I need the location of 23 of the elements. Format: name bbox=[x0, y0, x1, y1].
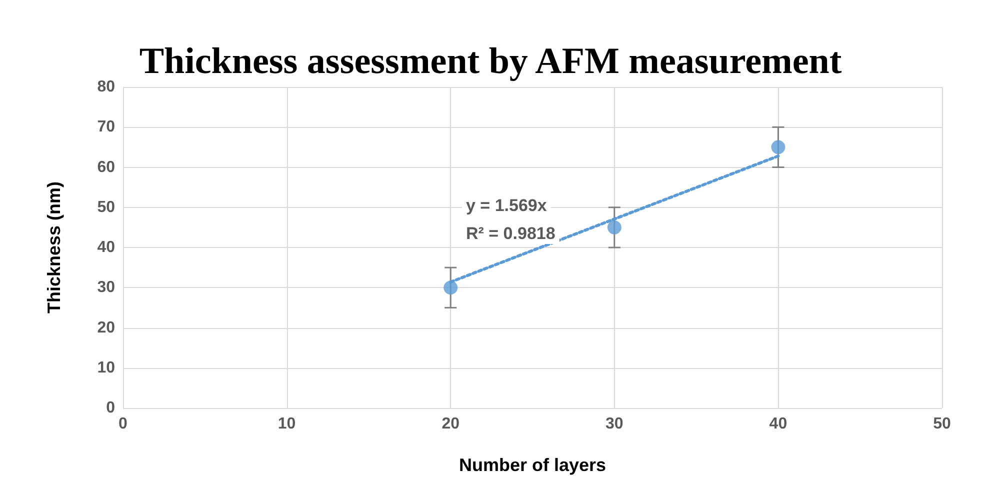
x-tick-label: 20 bbox=[442, 416, 460, 432]
y-tick-label: 70 bbox=[97, 118, 116, 136]
x-tick-label: 10 bbox=[278, 416, 296, 432]
y-tick-label: 20 bbox=[97, 319, 116, 336]
x-tick-label: 30 bbox=[606, 416, 624, 432]
x-axis-title: Number of layers bbox=[458, 455, 606, 475]
y-tick-label: 80 bbox=[97, 78, 116, 96]
point bbox=[607, 220, 622, 234]
y-tick-label: 0 bbox=[106, 400, 116, 416]
x-tick-label: 40 bbox=[769, 416, 788, 432]
y-tick-label: 50 bbox=[97, 198, 116, 216]
point bbox=[444, 280, 458, 295]
y-tick-label: 40 bbox=[97, 239, 116, 256]
x-tick-label: 50 bbox=[933, 416, 951, 432]
annotation: R² = 0.9818 bbox=[466, 224, 556, 243]
chart-title: Thickness assessment by AFM measurement bbox=[139, 41, 842, 82]
x-tick-label: 0 bbox=[118, 416, 128, 432]
annotation: y = 1.569x bbox=[466, 196, 548, 215]
point bbox=[771, 140, 786, 154]
y-tick-label: 60 bbox=[97, 158, 116, 176]
y-axis-title: Thickness (nm) bbox=[44, 181, 64, 314]
y-tick-label: 10 bbox=[97, 359, 116, 376]
y-tick-label: 30 bbox=[97, 279, 116, 296]
